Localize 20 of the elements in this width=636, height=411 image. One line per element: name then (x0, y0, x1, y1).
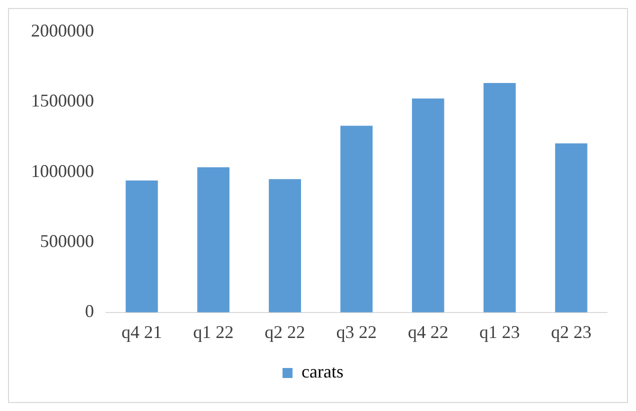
bar (197, 167, 230, 312)
x-tick-label: q2 22 (264, 322, 306, 342)
x-tick-label: q4 22 (408, 322, 448, 342)
x-tick-label: q1 22 (193, 322, 234, 342)
y-tick-label: 1500000 (31, 90, 94, 111)
x-tick-label: q2 23 (550, 322, 592, 342)
y-tick-label: 1000000 (31, 160, 94, 181)
bar (268, 179, 302, 312)
y-tick-label: 0 (85, 301, 94, 322)
bar (340, 126, 373, 312)
bar (555, 143, 588, 312)
y-tick-label: 500000 (40, 230, 94, 251)
bar (484, 83, 516, 312)
x-tick-label: q1 23 (479, 322, 520, 342)
x-tick-label: q3 22 (336, 322, 377, 342)
bar (126, 180, 158, 312)
legend-label: carats (302, 362, 344, 382)
x-tick-label: q4 21 (122, 322, 162, 342)
y-tick-label: 2000000 (31, 20, 94, 41)
bar (412, 98, 444, 312)
